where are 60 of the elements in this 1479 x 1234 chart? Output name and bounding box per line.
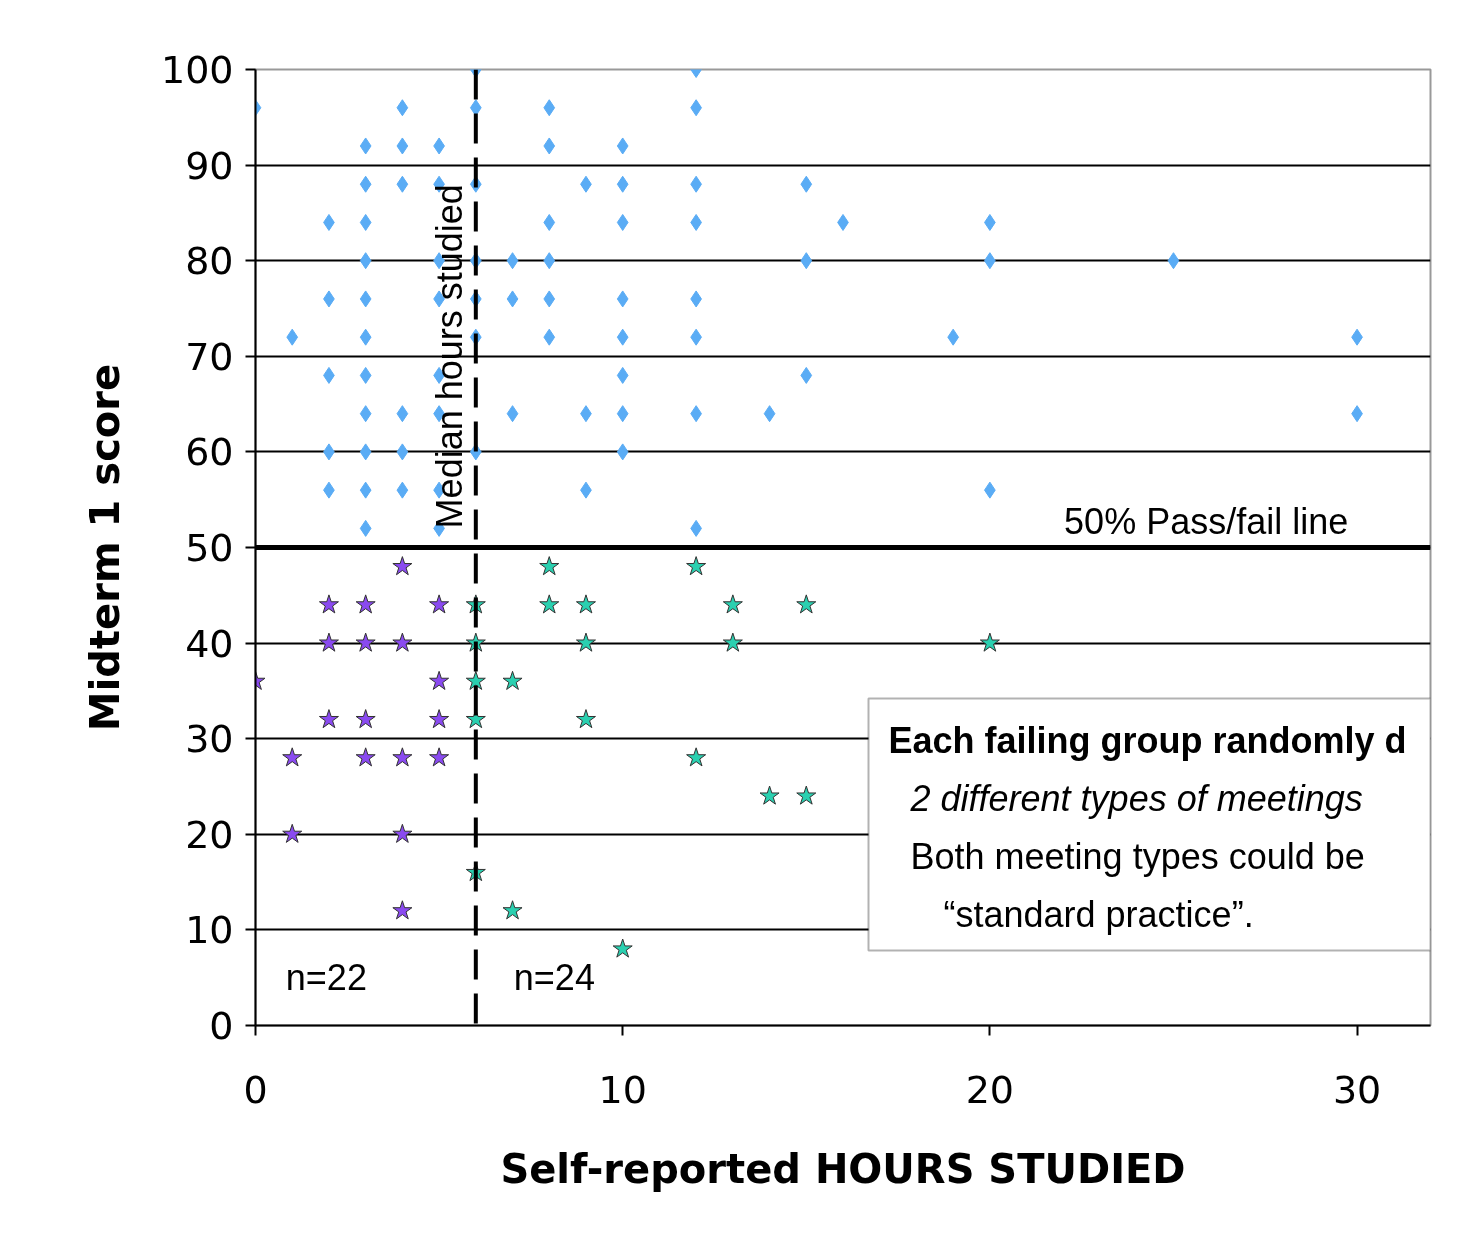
x-axis-title: Self-reported HOURS STUDIED [500, 1145, 1186, 1192]
point [722, 594, 743, 614]
y-axis-title: Midterm 1 score [81, 363, 128, 732]
y-tick-label: 10 [185, 908, 234, 953]
point [796, 785, 817, 805]
point [575, 632, 596, 652]
annotation: n=24 [513, 957, 595, 998]
point [355, 747, 376, 767]
point [979, 632, 1000, 652]
point [539, 556, 560, 576]
point [575, 594, 596, 614]
x-tick-label: 0 [243, 1067, 268, 1112]
ref-line-label: 50% Pass/fail line [1064, 500, 1349, 542]
point [282, 747, 303, 767]
annotation: Each failing group randomly d [888, 720, 1407, 761]
y-tick-label: 80 [185, 239, 234, 284]
point [502, 900, 523, 920]
y-tick-label: 0 [209, 1004, 234, 1048]
point [355, 632, 376, 652]
point [392, 900, 413, 920]
x-tick-label: 30 [1332, 1067, 1382, 1112]
point [392, 823, 413, 843]
y-tick-label: 70 [185, 334, 234, 379]
point [502, 670, 523, 690]
point [392, 747, 413, 767]
point [722, 632, 743, 652]
point [318, 709, 339, 729]
ref-line-label: Median hours studied [428, 184, 470, 529]
point [796, 594, 817, 614]
point [318, 632, 339, 652]
point [392, 632, 413, 652]
annotation: 2 different types of meetings [909, 778, 1363, 819]
point [759, 785, 780, 805]
point [686, 747, 707, 767]
point [539, 594, 560, 614]
point [612, 938, 633, 958]
point [465, 670, 486, 690]
point [429, 594, 450, 614]
x-tick-label: 20 [965, 1067, 1015, 1112]
y-tick-label: 90 [185, 143, 234, 188]
annotation: Both meeting types could be [910, 836, 1365, 877]
point [318, 594, 339, 614]
y-tick-label: 30 [185, 717, 234, 762]
y-tick-label: 100 [160, 48, 234, 92]
x-tick-label: 10 [598, 1067, 647, 1112]
point [429, 709, 450, 729]
y-tick-label: 50 [185, 526, 234, 570]
point [355, 594, 376, 614]
point [392, 556, 413, 576]
point [686, 556, 707, 576]
y-tick-label: 20 [185, 812, 234, 857]
annotation: n=22 [285, 957, 367, 998]
point [429, 747, 450, 767]
y-tick-label: 40 [185, 621, 234, 666]
point [575, 709, 596, 729]
y-tick-label: 60 [185, 430, 234, 475]
point [355, 709, 376, 729]
point [282, 823, 303, 843]
point [429, 670, 450, 690]
annotation: “standard practice”. [943, 894, 1254, 935]
